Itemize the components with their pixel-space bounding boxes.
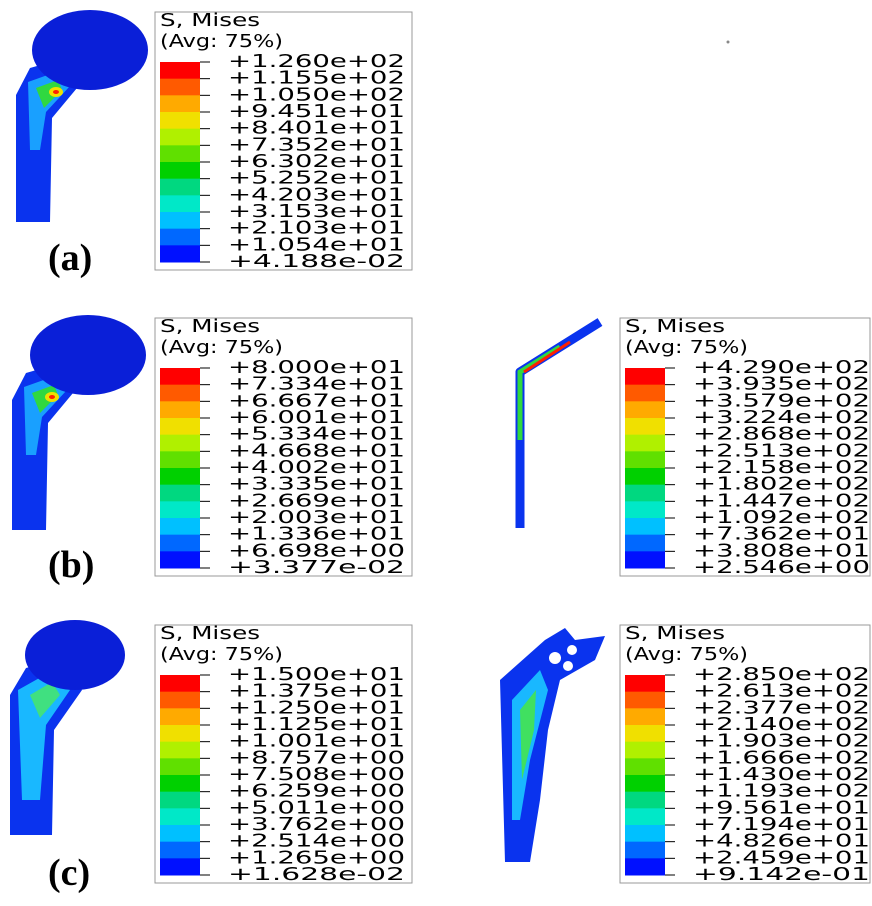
color-swatch [625,808,665,825]
color-swatch [160,501,200,518]
color-swatch [160,468,200,485]
color-swatch [625,501,665,518]
legend-value: +1.628e-02 [228,864,405,885]
panel-label: (b) [48,544,94,586]
color-swatch [160,758,200,775]
color-swatch [160,692,200,709]
color-swatch [160,401,200,418]
color-swatch [160,162,200,179]
color-swatch [160,742,200,759]
color-swatch [625,518,665,535]
legend-title: S, Mises [160,316,260,337]
color-swatch [625,485,665,502]
color-swatch [625,551,665,568]
color-swatch [625,708,665,725]
color-swatch [625,725,665,742]
legend-title: S, Mises [625,623,725,644]
color-swatch [160,385,200,402]
panel-label: (a) [48,237,92,279]
legend-value: +2.546e+00 [693,557,870,578]
legend-subtitle: (Avg: 75%) [625,337,748,358]
color-swatch [160,725,200,742]
color-swatch [625,792,665,809]
color-swatch [160,62,200,79]
color-swatch [160,451,200,468]
color-swatch [160,179,200,196]
legend-title: S, Mises [160,10,260,31]
color-swatch [625,825,665,842]
color-swatch [625,758,665,775]
color-swatch [160,129,200,146]
color-swatch [160,842,200,859]
color-swatch [160,195,200,212]
color-swatch [160,775,200,792]
color-swatch [625,675,665,692]
model-c-left [10,620,125,835]
legend-value: +9.142e-01 [693,864,870,885]
color-swatch [160,212,200,229]
legend-title: S, Mises [160,623,260,644]
model-a [16,10,148,222]
color-swatch [160,368,200,385]
legend-value: +4.188e-02 [228,251,405,272]
model-c-right [500,628,605,862]
color-swatch [160,145,200,162]
color-swatch [160,418,200,435]
color-swatch [160,792,200,809]
color-swatch [160,245,200,262]
color-swatch [625,742,665,759]
color-swatch [160,551,200,568]
color-swatch [160,825,200,842]
color-swatch [160,435,200,452]
color-swatch [625,435,665,452]
color-swatch [625,858,665,875]
color-swatch [625,535,665,552]
color-swatch [160,808,200,825]
color-swatch [160,675,200,692]
color-swatch [625,451,665,468]
color-swatch [160,518,200,535]
legend-subtitle: (Avg: 75%) [625,644,748,665]
color-swatch [160,79,200,96]
color-swatch [160,858,200,875]
color-swatch [160,112,200,129]
speck [727,41,730,44]
color-swatch [160,485,200,502]
color-swatch [625,468,665,485]
color-swatch [160,95,200,112]
legend-subtitle: (Avg: 75%) [160,337,283,358]
color-swatch [625,692,665,709]
legend-subtitle: (Avg: 75%) [160,644,283,665]
color-swatch [625,775,665,792]
figure: (a)S, Mises(Avg: 75%)+1.260e+02+1.155e+0… [0,0,872,906]
legend-subtitle: (Avg: 75%) [160,31,283,52]
legend-value: +3.377e-02 [228,557,405,578]
color-swatch [625,842,665,859]
model-b-right [520,322,600,528]
color-swatch [625,418,665,435]
model-b-left [12,315,146,530]
panel-label: (c) [48,852,90,894]
color-swatch [160,535,200,552]
color-swatch [160,708,200,725]
color-swatch [160,229,200,246]
color-swatch [625,385,665,402]
color-swatch [625,401,665,418]
color-swatch [625,368,665,385]
legend-title: S, Mises [625,316,725,337]
